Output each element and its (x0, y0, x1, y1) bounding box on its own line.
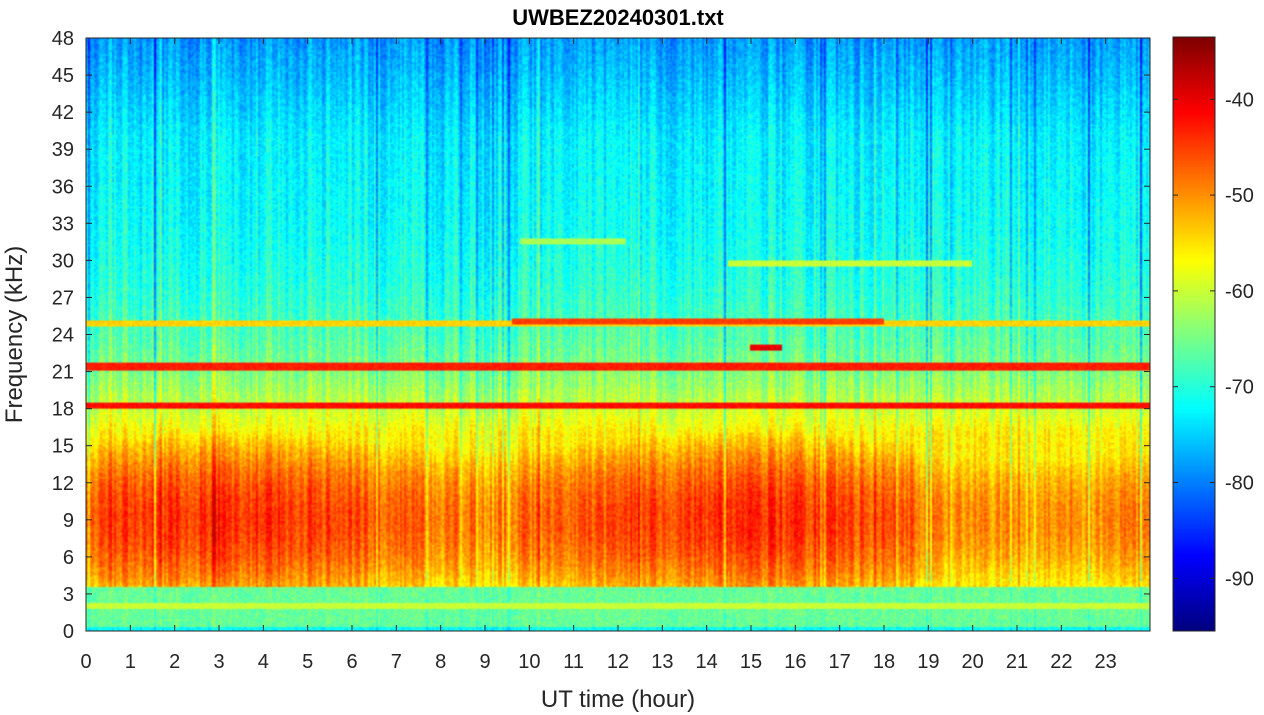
y-tick-label: 18 (52, 399, 74, 421)
x-tick-label: 2 (169, 651, 180, 673)
colorbar-tick-label: -90 (1225, 568, 1254, 590)
colorbar-tick-label: -60 (1225, 281, 1254, 303)
y-tick-label: 30 (52, 250, 74, 272)
colorbar-tick-label: -70 (1225, 377, 1254, 399)
x-tick-label: 14 (696, 651, 718, 673)
y-tick-label: 15 (52, 436, 74, 458)
y-tick-label: 33 (52, 213, 74, 235)
x-tick-label: 17 (829, 651, 851, 673)
x-tick-label: 23 (1095, 651, 1117, 673)
x-tick-label: 6 (346, 651, 357, 673)
x-tick-label: 12 (607, 651, 629, 673)
x-axis: 0 1 2 3 4 5 6 7 8 9 10 11 12 13 14 15 16 17 18 19 20 21 22 23 (80, 38, 1117, 673)
x-tick-label: 8 (435, 651, 446, 673)
y-tick-label: 24 (52, 325, 74, 347)
x-tick-label: 3 (213, 651, 224, 673)
y-tick-label: 45 (52, 65, 74, 87)
x-tick-label: 7 (391, 651, 402, 673)
colorbar-tick-label: -40 (1225, 89, 1254, 111)
plot-area (85, 37, 1151, 632)
y-tick-label: 0 (63, 621, 74, 643)
x-tick-label: 5 (302, 651, 313, 673)
x-tick-label: 19 (917, 651, 939, 673)
x-tick-label: 22 (1050, 651, 1072, 673)
x-tick-label: 0 (80, 651, 91, 673)
colorbar-frame (1172, 36, 1216, 632)
colorbar-tick-label: -80 (1225, 473, 1254, 495)
x-tick-label: 18 (873, 651, 895, 673)
x-axis-title: UT time (hour) (541, 686, 695, 713)
x-tick-label: 1 (125, 651, 136, 673)
y-tick-label: 42 (52, 102, 74, 124)
y-tick-label: 9 (63, 510, 74, 532)
y-tick-label: 21 (52, 362, 74, 384)
x-tick-label: 11 (563, 651, 584, 673)
y-axis-title: Frequency (kHz) (1, 246, 28, 423)
colorbar-gradient (1173, 37, 1215, 631)
x-tick-label: 9 (479, 651, 490, 673)
y-tick-label: 39 (52, 139, 74, 161)
colorbar-ticks: -40 -50 -60 -70 -80 -90 (1173, 89, 1254, 590)
x-tick-label: 10 (518, 651, 540, 673)
y-tick-label: 36 (52, 176, 74, 198)
colorbar-tick-label: -50 (1225, 185, 1254, 207)
y-tick-label: 48 (52, 28, 74, 50)
x-tick-label: 21 (1006, 651, 1028, 673)
x-tick-label: 20 (962, 651, 984, 673)
y-tick-label: 27 (52, 287, 74, 309)
y-tick-label: 12 (52, 473, 74, 495)
spectrogram-heatmap (86, 38, 1150, 631)
chart-title: UWBEZ20240301.txt (512, 5, 724, 30)
x-tick-label: 15 (740, 651, 762, 673)
colorbar: -40 -50 -60 -70 -80 -90 (1172, 36, 1254, 632)
y-tick-label: 6 (63, 547, 74, 569)
y-tick-label: 3 (63, 584, 74, 606)
x-tick-label: 13 (651, 651, 673, 673)
x-tick-label: 16 (784, 651, 806, 673)
x-tick-label: 4 (258, 651, 269, 673)
